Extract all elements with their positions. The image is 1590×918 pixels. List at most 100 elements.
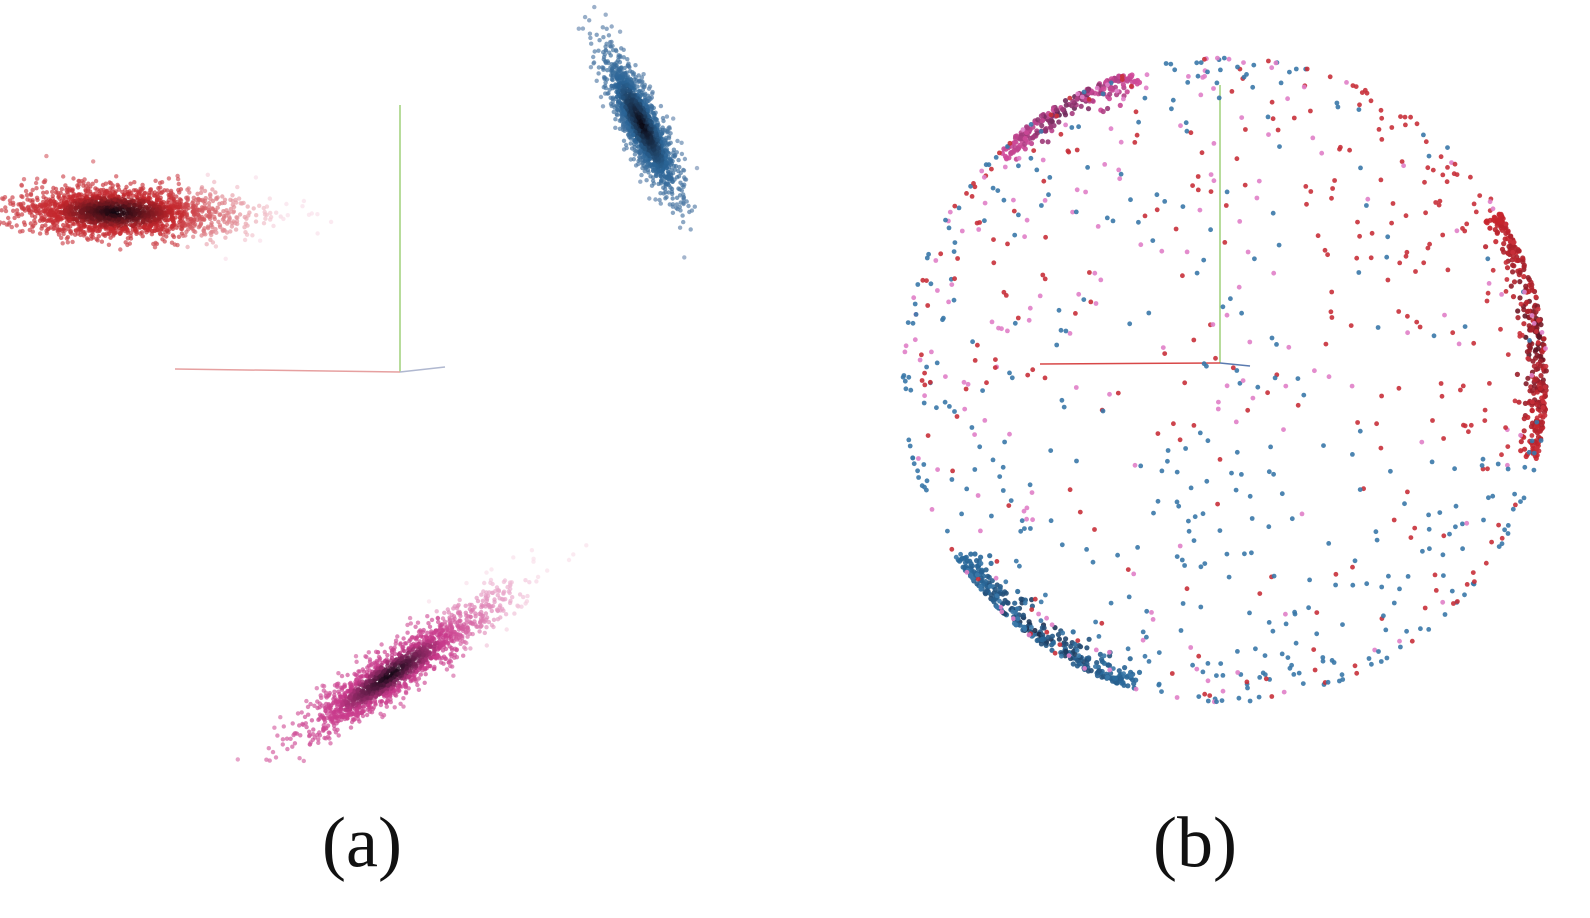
point [645,133,650,138]
point [616,55,621,60]
point [503,612,509,617]
point [474,595,479,601]
point [372,686,377,691]
point [27,227,32,233]
point [603,91,608,96]
point [617,126,623,131]
point [454,637,460,642]
point [93,178,99,184]
point [661,191,666,196]
point [314,686,319,691]
point [616,98,621,104]
point [190,226,195,231]
point [1069,110,1075,117]
point [281,216,286,222]
point [361,709,366,714]
point [630,80,635,85]
point [332,689,337,694]
point [79,219,84,224]
point [59,187,65,192]
point [592,4,597,10]
point [77,223,83,228]
point [480,613,485,618]
point [486,603,491,608]
point [582,14,588,20]
point [257,238,263,243]
point [48,198,53,204]
point [589,41,594,46]
point [365,707,370,712]
point [149,232,155,237]
point [414,642,419,647]
point [132,180,137,185]
point [223,256,228,261]
point [19,212,25,217]
point [131,188,137,193]
point [644,178,649,183]
point [373,701,378,706]
point [169,240,175,245]
point [154,241,160,247]
point [134,231,139,236]
point [128,181,133,186]
point [235,215,240,220]
point [677,225,683,230]
point [303,721,308,726]
point [626,77,631,83]
point [41,194,46,200]
point [81,183,86,188]
point [300,204,305,209]
point [177,197,183,202]
point [125,236,131,241]
point [171,222,176,227]
point [396,681,402,686]
point [681,197,686,202]
point [151,203,156,208]
point [91,217,96,222]
point [400,663,406,668]
point [332,683,338,688]
point [348,680,353,686]
point [1075,95,1081,101]
point [621,79,626,85]
point [489,608,494,614]
point [493,589,498,594]
point [654,132,659,137]
point [433,628,439,633]
point [678,180,683,185]
point [53,201,58,206]
point [608,101,614,107]
point [95,195,100,200]
point [284,201,289,207]
point [401,704,406,709]
point [31,223,36,228]
point [327,730,332,736]
point [666,190,671,195]
point [496,588,502,593]
point [316,737,321,742]
point [406,646,411,651]
point [121,192,127,197]
point [370,662,375,667]
point [33,206,38,211]
point [114,201,119,207]
point [636,104,641,109]
point [229,224,235,229]
point [489,567,494,572]
point [21,206,27,211]
point [3,208,9,214]
point [86,228,91,233]
point [35,176,40,181]
point [660,115,666,121]
point [7,220,12,225]
point [213,244,219,249]
point [662,144,667,149]
point [425,630,430,635]
point [231,219,236,224]
point [640,161,645,166]
point [339,694,345,700]
point [348,688,353,693]
point [639,75,645,80]
point [203,206,208,211]
point [631,71,637,76]
